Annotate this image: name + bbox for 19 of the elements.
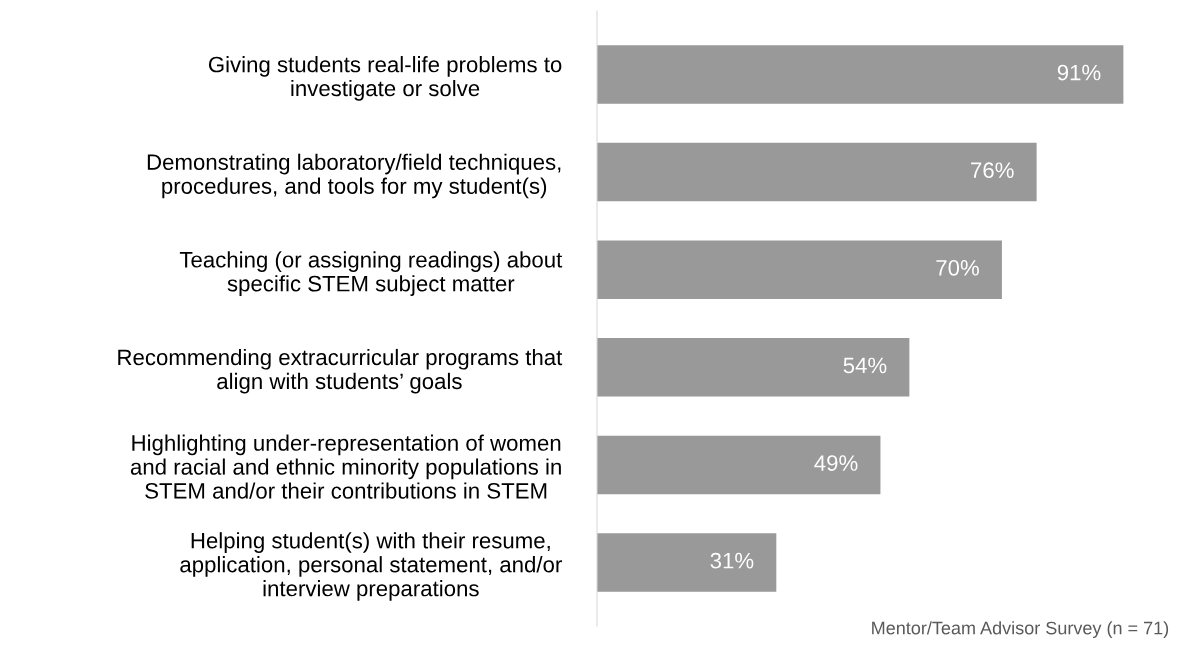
data-label: 91% (1057, 64, 1101, 81)
bar (597, 435, 881, 495)
y-tick-label: Giving students real-life problems to investigate or solve (208, 56, 562, 101)
y-tick-label: Helping student(s) with their resume, application, personal statement, and/or interview preparations (180, 532, 562, 601)
data-label: 76% (971, 162, 1014, 179)
bar (597, 533, 777, 592)
y-tick-label: Recommending extracurricular programs that align with students’ goals (118, 348, 563, 394)
y-tick-label: Demonstrating laboratory/field techniques, procedures, and tools for my student(s) (147, 153, 561, 199)
bar (597, 240, 1002, 299)
data-label: 70% (936, 259, 979, 276)
data-label: 31% (710, 552, 754, 569)
data-label: 54% (843, 357, 887, 374)
bar (597, 45, 1124, 104)
annotation: Mentor/Team Advisor Survey (n = 71) (872, 621, 1169, 638)
bar (597, 338, 910, 397)
bar (597, 142, 1037, 202)
y-tick-label: Highlighting under-representation of women and racial and ethnic minority populations in STEM and/or their contributions in STEM (130, 434, 561, 499)
data-label: 49% (814, 455, 858, 471)
y-tick-label: Teaching (or assigning readings) about specific STEM subject matter (179, 251, 563, 296)
